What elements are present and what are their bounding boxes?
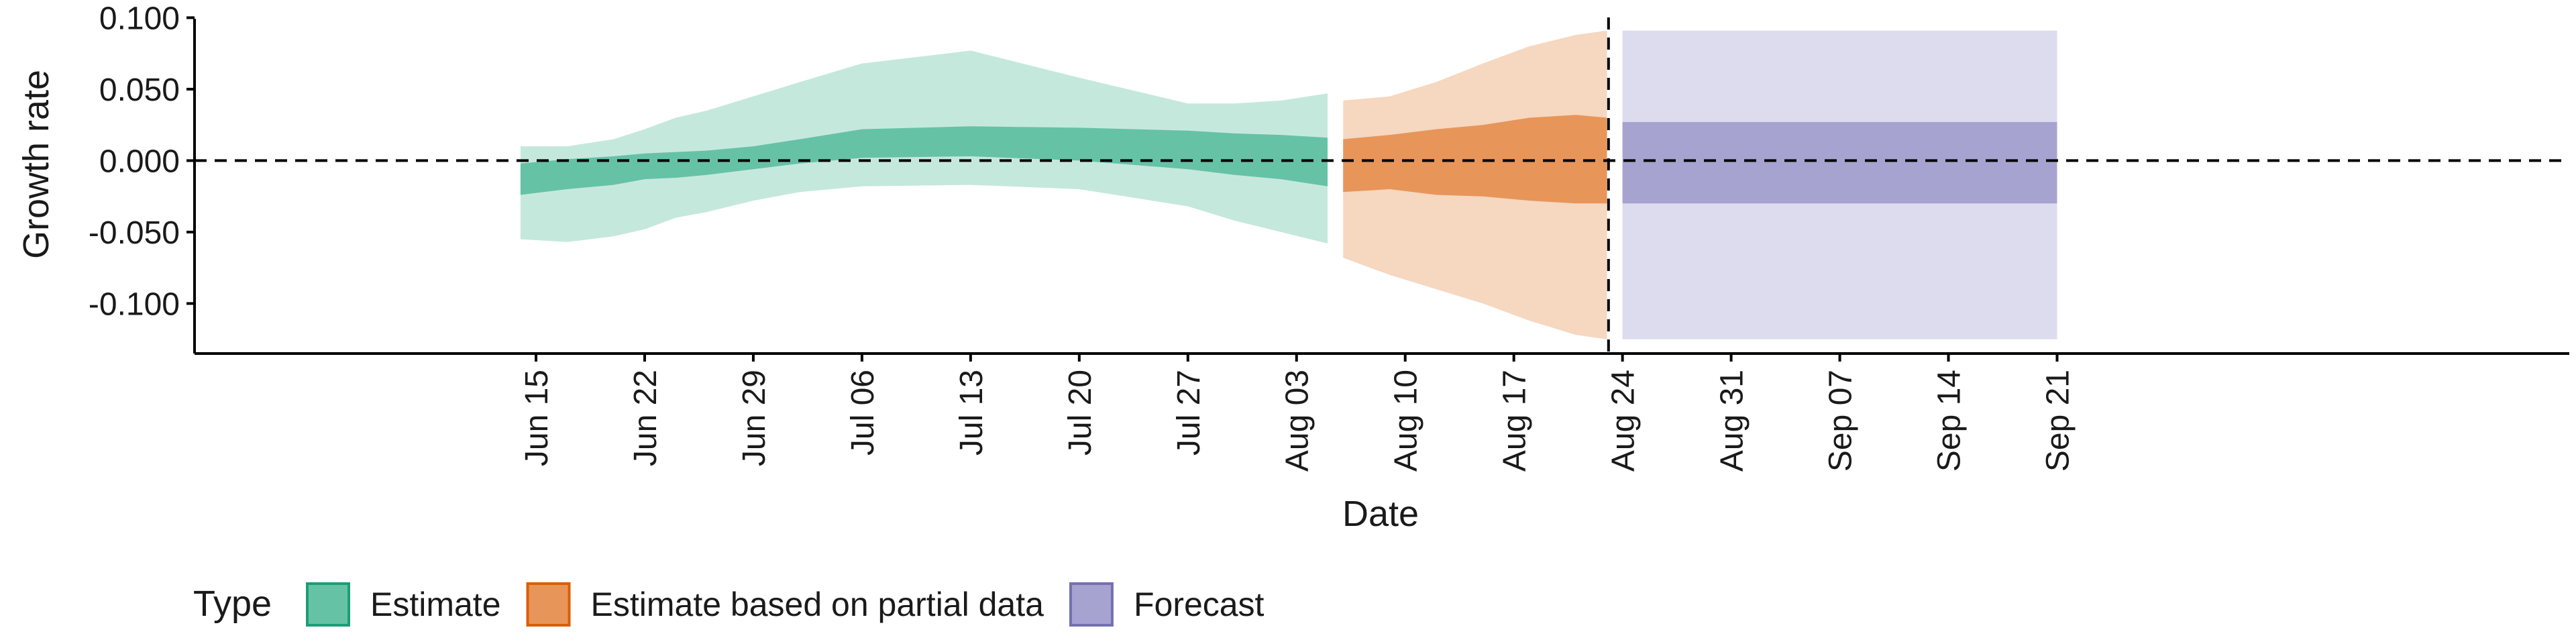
legend-swatch-estimate	[306, 582, 350, 627]
uncertainty-bands	[520, 30, 2057, 339]
x-tick-label: Aug 31	[1715, 370, 1750, 472]
x-tick-label: Jun 15	[519, 370, 555, 466]
y-axis-label: Growth rate	[16, 70, 56, 259]
x-tick-label: Sep 14	[1932, 370, 1968, 472]
x-tick-label: Jul 20	[1063, 370, 1098, 455]
y-tick-label: -0.100	[89, 286, 180, 322]
x-tick-label: Jul 27	[1171, 370, 1207, 455]
x-tick-label: Sep 07	[1823, 370, 1859, 472]
y-axis-ticks: 0.100 0.050 0.000 -0.050 -0.100	[89, 1, 195, 322]
x-tick-label: Aug 17	[1497, 370, 1533, 472]
x-axis-label: Date	[1342, 494, 1419, 534]
forecast-band-50	[1622, 121, 2057, 204]
x-tick-label: Jun 29	[737, 370, 772, 466]
y-tick-label: 0.100	[99, 1, 180, 36]
x-axis-ticks: Jun 15 Jun 22 Jun 29 Jul 06 Jul 13 Jul 20 Jul …	[519, 354, 2076, 472]
x-tick-label: Jun 22	[628, 370, 663, 466]
x-tick-label: Aug 24	[1606, 370, 1642, 472]
x-tick-label: Jul 13	[954, 370, 989, 455]
legend-swatch-forecast	[1069, 582, 1114, 627]
estimate-based-on-partial-data-band-50	[1343, 115, 1607, 204]
legend-swatch-estimate-based-on-partial-data	[526, 582, 571, 627]
legend-label-estimate-based-on-partial-data: Estimate based on partial data	[591, 586, 1044, 623]
y-tick-label: 0.000	[99, 144, 180, 179]
x-tick-label: Sep 21	[2040, 370, 2076, 472]
legend-title: Type	[193, 584, 272, 624]
x-tick-label: Aug 03	[1280, 370, 1316, 472]
x-tick-label: Aug 10	[1389, 370, 1424, 472]
legend-label-forecast: Forecast	[1134, 586, 1265, 623]
y-tick-label: 0.050	[99, 72, 180, 108]
y-tick-label: -0.050	[89, 215, 180, 251]
x-tick-label: Jul 06	[845, 370, 881, 455]
estimate-band-50	[520, 126, 1328, 195]
legend-label-estimate: Estimate	[370, 586, 501, 623]
legend: Type Estimate Estimate based on partial d…	[193, 582, 1265, 627]
